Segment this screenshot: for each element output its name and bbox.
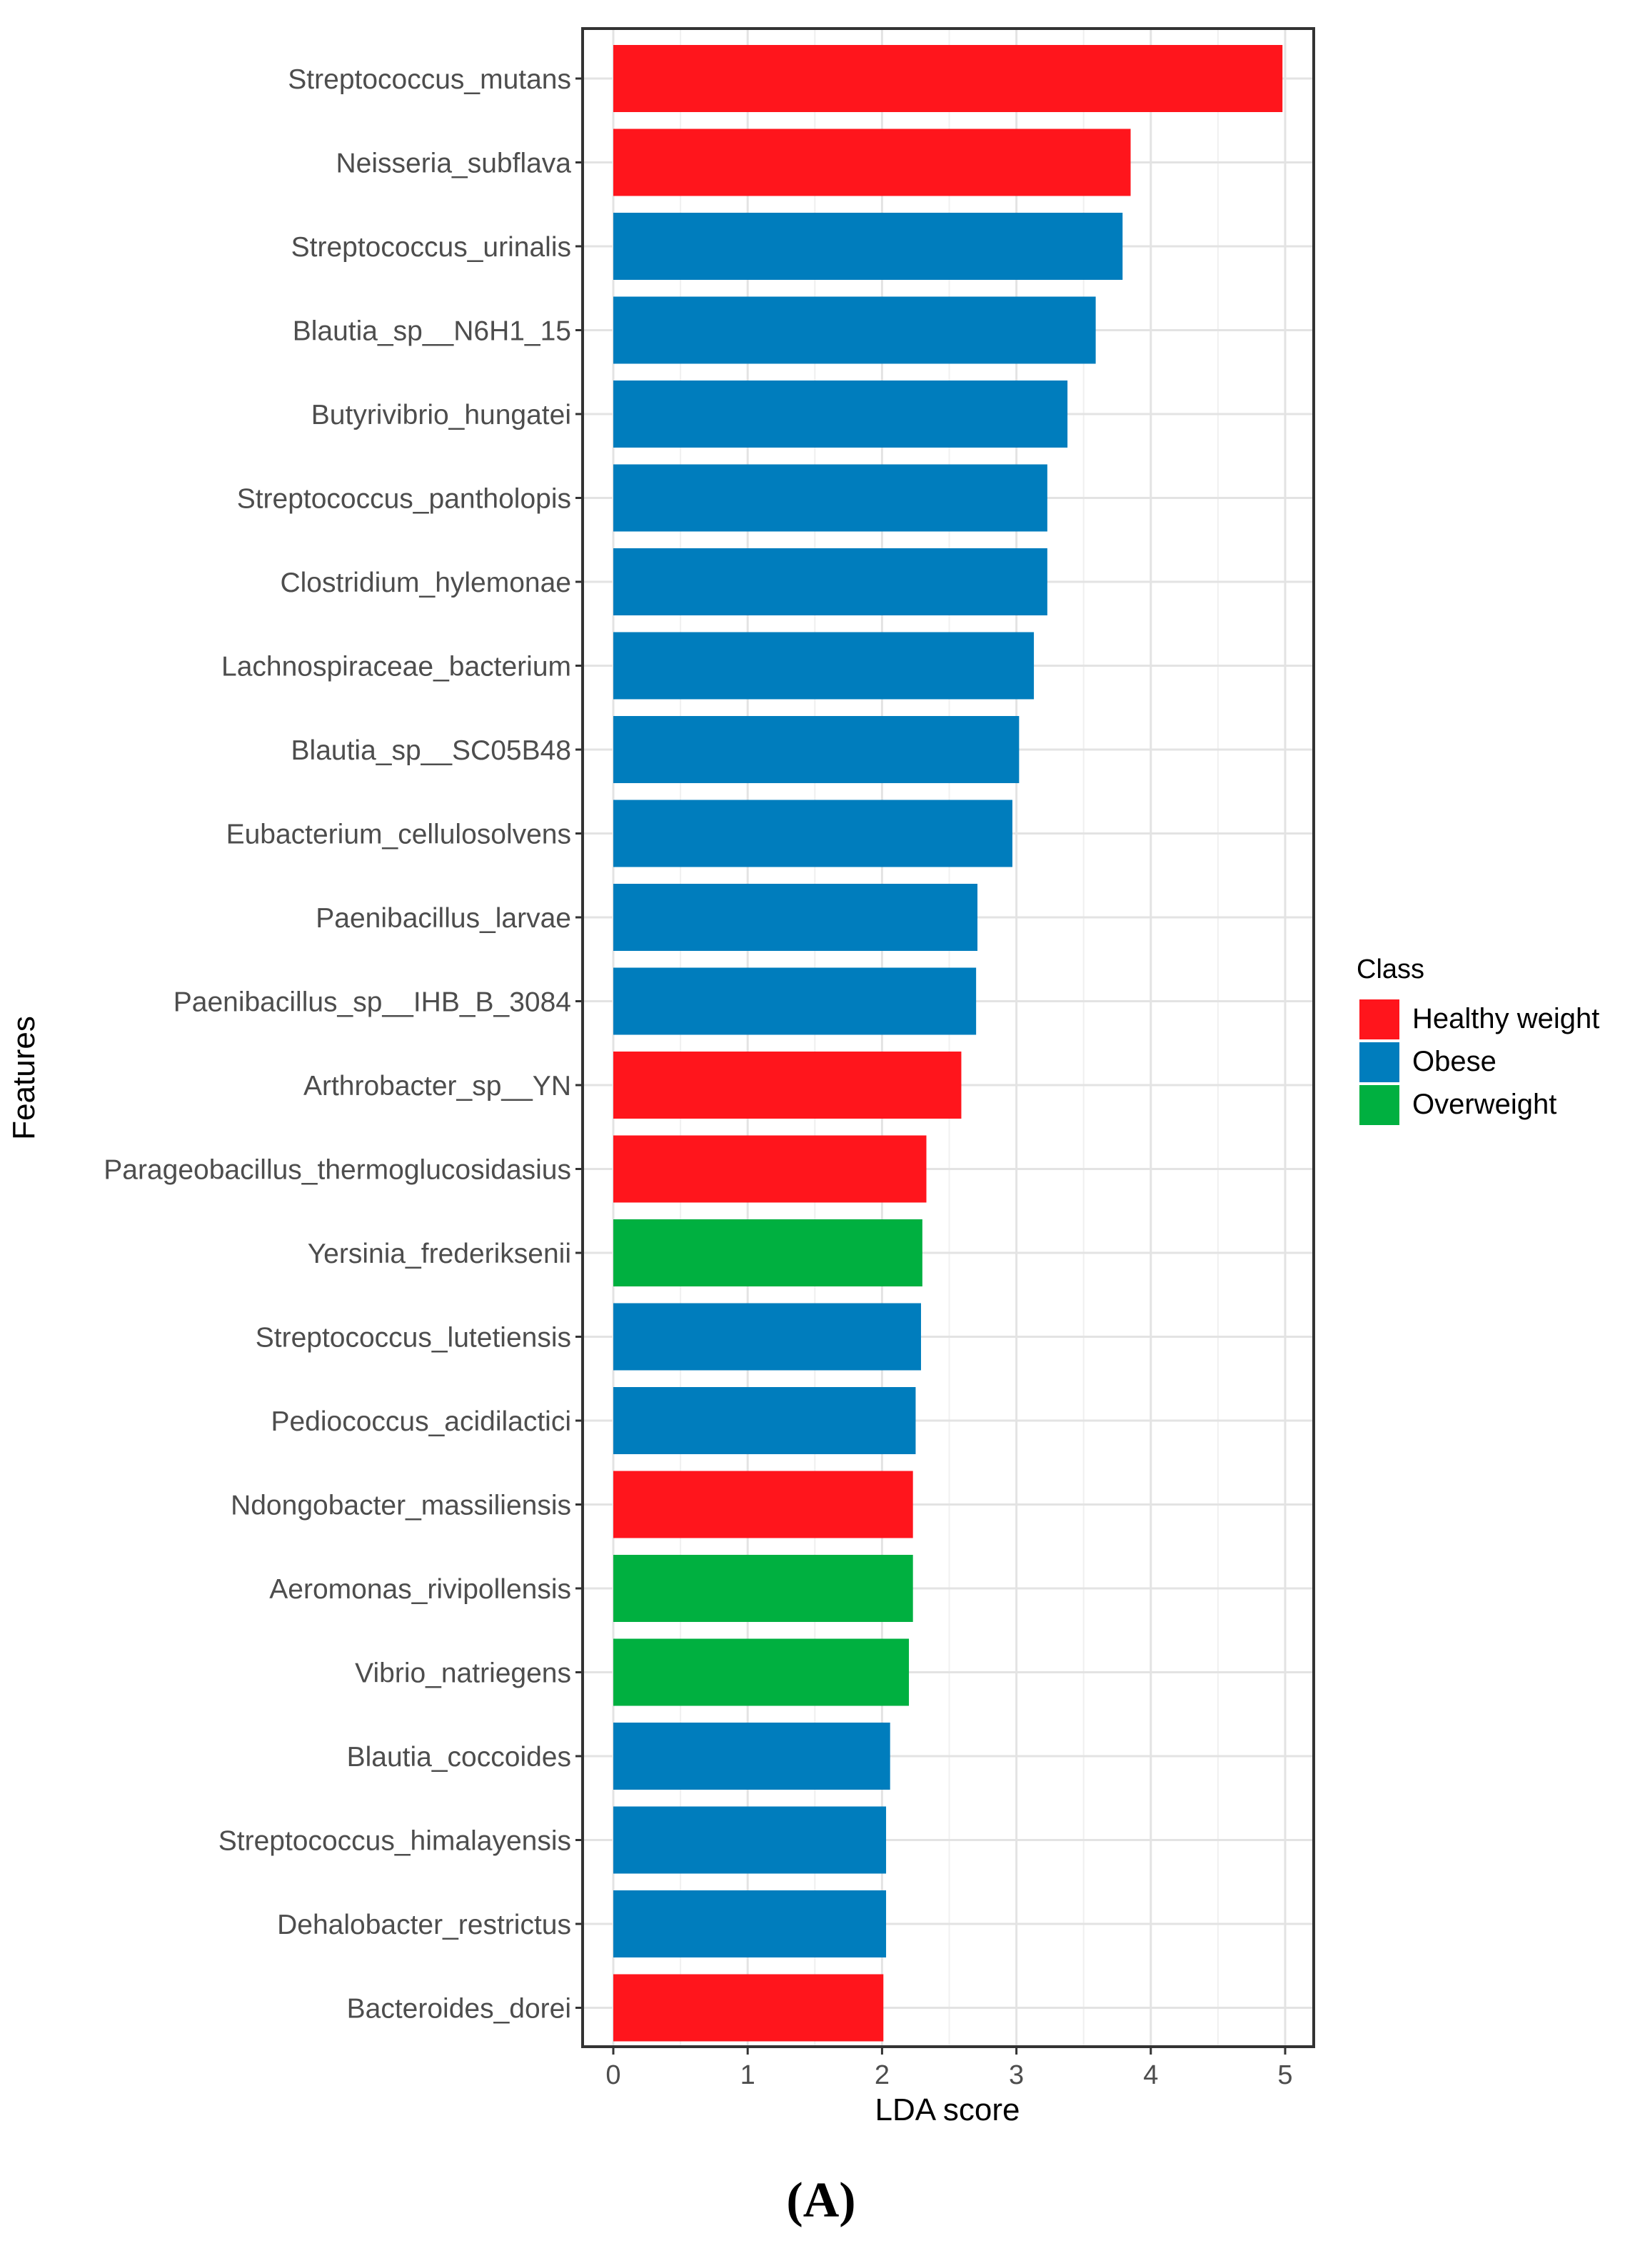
bar (613, 128, 1131, 196)
bar (613, 1555, 913, 1622)
x-tick-label: 3 (1009, 2060, 1024, 2090)
panel-border (581, 27, 1315, 2048)
bar (613, 1723, 890, 1790)
y-tick-label: Neisseria_subflava (336, 148, 571, 179)
legend-label: Overweight (1412, 1089, 1556, 1120)
y-tick-label: Parageobacillus_thermoglucosidasius (104, 1155, 571, 1186)
bar (613, 296, 1096, 364)
bar (613, 1974, 884, 2042)
bar (613, 213, 1123, 280)
bar (613, 1219, 922, 1286)
x-axis-label: LDA score (875, 2092, 1020, 2127)
legend-swatch (1359, 1042, 1399, 1082)
y-tick-label: Streptococcus_pantholopis (237, 484, 571, 515)
y-tick-label: Blautia_sp__N6H1_15 (293, 316, 571, 347)
y-tick-label: Yersinia_frederiksenii (308, 1239, 571, 1269)
legend-label: Healthy weight (1412, 1003, 1599, 1034)
bar (613, 380, 1068, 448)
bar (613, 1638, 910, 1706)
x-tick-label: 5 (1277, 2060, 1292, 2090)
bar (613, 1890, 887, 1957)
bar (613, 1303, 921, 1371)
y-tick-label: Streptococcus_mutans (288, 64, 571, 95)
y-tick-label: Paenibacillus_larvae (316, 903, 571, 934)
y-tick-label: Eubacterium_cellulosolvens (226, 820, 571, 850)
bar (613, 967, 977, 1035)
y-tick-label: Blautia_sp__SC05B48 (291, 735, 571, 766)
bar (613, 1806, 887, 1874)
legend-label: Obese (1412, 1046, 1496, 1077)
y-tick-label: Vibrio_natriegens (355, 1658, 571, 1689)
x-tick-label: 0 (605, 2060, 620, 2090)
y-tick-label: Streptococcus_lutetiensis (256, 1323, 571, 1354)
legend-swatch (1359, 1085, 1399, 1125)
bar (613, 45, 1283, 112)
x-tick-label: 1 (740, 2060, 755, 2090)
legend: Class Healthy weight Obese Overweight (1357, 954, 1599, 1125)
y-tick-label: Lachnospiraceae_bacterium (221, 652, 571, 682)
y-tick-label: Pediococcus_acidilactici (271, 1406, 571, 1437)
bar (613, 1387, 916, 1454)
bar (613, 632, 1035, 700)
bar (613, 548, 1047, 615)
bar (613, 800, 1012, 867)
bar (613, 1471, 913, 1538)
y-tick-label: Clostridium_hylemonae (280, 568, 571, 598)
y-tick-label: Streptococcus_urinalis (291, 232, 571, 263)
y-tick-label: Dehalobacter_restrictus (277, 1910, 571, 1940)
x-tick-label: 4 (1143, 2060, 1158, 2090)
y-tick-label: Streptococcus_himalayensis (218, 1826, 571, 1857)
y-tick-label: Arthrobacter_sp__YN (303, 1071, 571, 1102)
x-axis: 0 1 2 3 4 5 (605, 2047, 1293, 2090)
bars (613, 45, 1283, 2042)
y-axis: Streptococcus_mutans Neisseria_subflava St… (104, 64, 583, 2025)
legend-title: Class (1357, 954, 1424, 984)
panel-label: (A) (786, 2173, 855, 2228)
y-tick-label: Bacteroides_dorei (347, 1994, 571, 2025)
y-tick-label: Aeromonas_rivipollensis (269, 1574, 571, 1605)
y-tick-label: Ndongobacter_massiliensis (231, 1491, 571, 1521)
bar (613, 716, 1020, 783)
bar (613, 884, 978, 951)
legend-swatch (1359, 999, 1399, 1039)
y-tick-label: Blautia_coccoides (347, 1742, 571, 1773)
bar (613, 464, 1047, 532)
y-tick-label: Paenibacillus_sp__IHB_B_3084 (173, 987, 571, 1018)
bar (613, 1052, 962, 1119)
x-tick-label: 2 (875, 2060, 890, 2090)
bar (613, 1135, 927, 1203)
y-tick-label: Butyrivibrio_hungatei (311, 400, 571, 430)
y-axis-label: Features (6, 1016, 41, 1140)
